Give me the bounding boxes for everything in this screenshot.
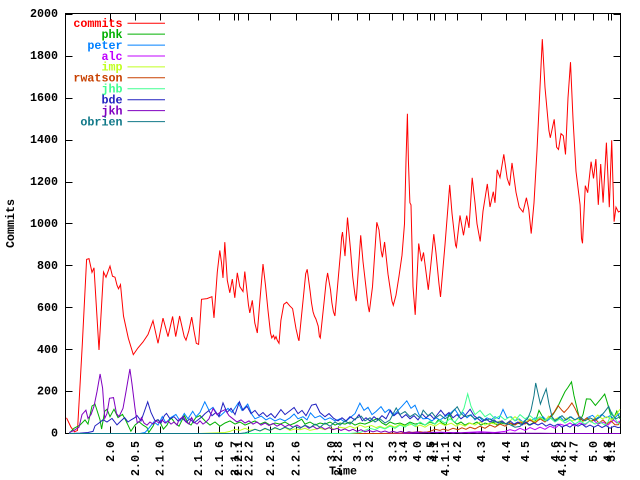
svg-text:4.6.2: 4.6.2 xyxy=(556,441,570,476)
svg-text:1400: 1400 xyxy=(30,133,58,147)
svg-text:3.3: 3.3 xyxy=(386,441,400,462)
svg-text:2.0: 2.0 xyxy=(104,441,118,462)
svg-text:2.2.2: 2.2.2 xyxy=(242,441,256,476)
svg-text:3.1: 3.1 xyxy=(351,441,365,462)
svg-text:4.0: 4.0 xyxy=(411,441,425,462)
svg-text:jhb: jhb xyxy=(101,83,122,97)
svg-text:200: 200 xyxy=(37,385,58,399)
svg-text:obrien: obrien xyxy=(80,115,122,129)
svg-text:4.1: 4.1 xyxy=(428,441,442,462)
svg-text:1600: 1600 xyxy=(30,91,58,105)
svg-text:commits: commits xyxy=(73,17,122,31)
svg-text:2.1.0: 2.1.0 xyxy=(153,441,167,476)
svg-text:rwatson: rwatson xyxy=(73,72,122,86)
svg-text:400: 400 xyxy=(37,343,58,357)
svg-text:peter: peter xyxy=(87,39,122,53)
svg-text:4.8: 4.8 xyxy=(601,441,615,462)
svg-text:3.2: 3.2 xyxy=(363,441,377,462)
svg-text:5.0: 5.0 xyxy=(587,441,601,462)
svg-text:2.2.6: 2.2.6 xyxy=(290,441,304,476)
svg-text:3.5: 3.5 xyxy=(424,441,438,462)
svg-text:2.1.6: 2.1.6 xyxy=(213,441,227,476)
svg-text:3.0: 3.0 xyxy=(325,441,339,462)
svg-text:bde: bde xyxy=(101,94,122,108)
svg-text:2.0.5: 2.0.5 xyxy=(129,441,143,476)
svg-text:Time: Time xyxy=(329,465,357,479)
svg-text:Commits: Commits xyxy=(4,199,18,248)
svg-text:1800: 1800 xyxy=(30,49,58,63)
svg-text:1200: 1200 xyxy=(30,175,58,189)
svg-text:5.1: 5.1 xyxy=(605,441,619,462)
svg-text:800: 800 xyxy=(37,259,58,273)
svg-text:2.2.8: 2.2.8 xyxy=(332,441,346,476)
svg-text:4.2: 4.2 xyxy=(451,441,465,462)
svg-text:0: 0 xyxy=(51,427,58,441)
svg-text:4.3: 4.3 xyxy=(475,441,489,462)
svg-text:4.5: 4.5 xyxy=(519,441,533,462)
svg-text:alc: alc xyxy=(101,50,122,64)
svg-text:4.7: 4.7 xyxy=(567,441,581,462)
svg-text:2.2.1: 2.2.1 xyxy=(232,441,246,476)
svg-text:imp: imp xyxy=(101,61,122,75)
svg-text:2000: 2000 xyxy=(30,7,58,21)
svg-text:600: 600 xyxy=(37,301,58,315)
svg-text:1000: 1000 xyxy=(30,217,58,231)
svg-text:2.1.7: 2.1.7 xyxy=(228,441,242,476)
svg-text:4.4: 4.4 xyxy=(500,441,514,462)
svg-text:3.4: 3.4 xyxy=(397,441,411,462)
svg-text:jkh: jkh xyxy=(101,104,122,118)
svg-text:4.6: 4.6 xyxy=(549,441,563,462)
svg-text:2.1.5: 2.1.5 xyxy=(192,441,206,476)
svg-text:4.1.1: 4.1.1 xyxy=(439,441,453,476)
svg-text:phk: phk xyxy=(101,28,122,42)
svg-text:2.2.5: 2.2.5 xyxy=(264,441,278,476)
